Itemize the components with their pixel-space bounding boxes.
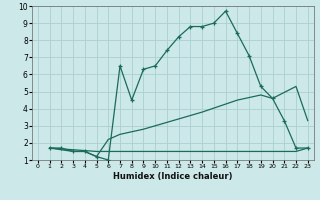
X-axis label: Humidex (Indice chaleur): Humidex (Indice chaleur) <box>113 172 233 181</box>
